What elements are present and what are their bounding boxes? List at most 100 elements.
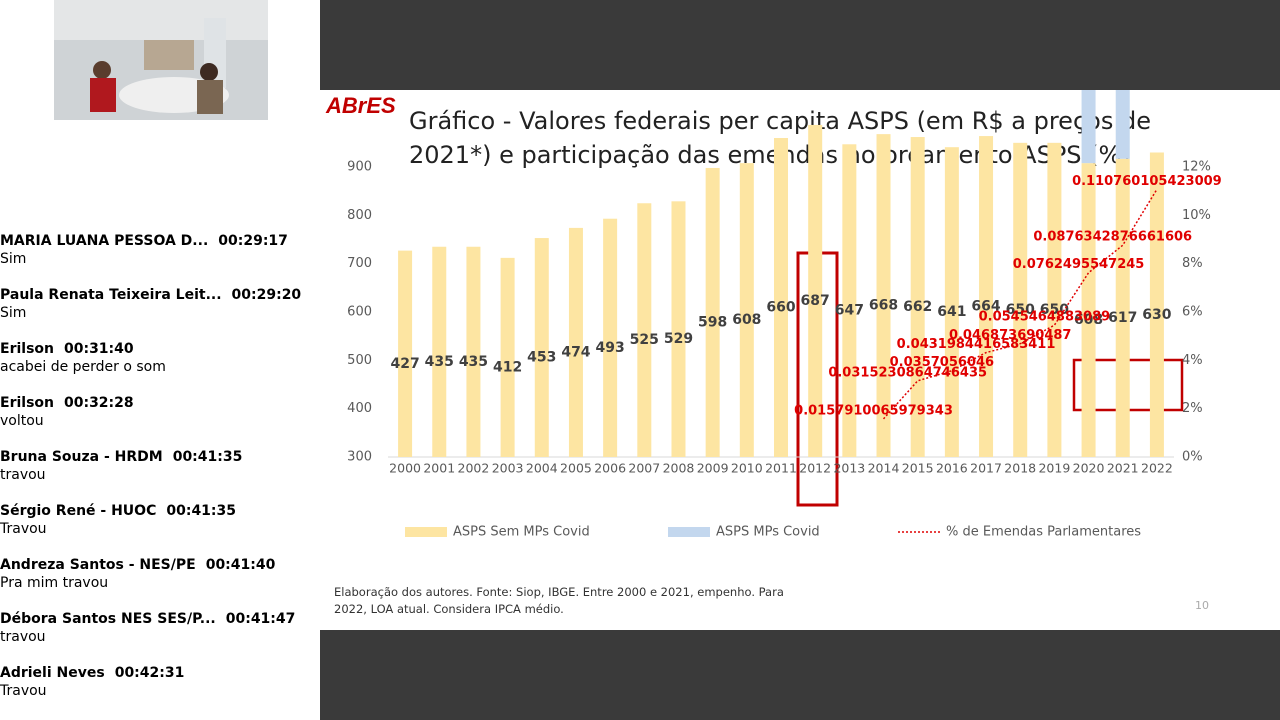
x-tick-label: 2009	[697, 461, 729, 476]
data-label: 641	[937, 304, 966, 320]
legend-label: % de Emendas Parlamentares	[946, 525, 1141, 540]
bar	[910, 137, 925, 457]
x-tick-label: 2013	[833, 461, 865, 476]
data-label: 650	[1006, 302, 1035, 318]
bar	[398, 250, 413, 457]
x-tick-label: 2005	[560, 461, 592, 476]
bar	[774, 138, 788, 457]
chat-header: Erilson 00:31:40	[0, 341, 320, 357]
bar	[1081, 163, 1096, 457]
x-tick-label: 2014	[868, 461, 900, 476]
y-tick-label: 400	[347, 401, 372, 416]
x-tick-label: 2021	[1107, 461, 1139, 476]
message-text: Travou	[0, 683, 47, 699]
footnote: Elaboração dos autores. Fonte: Siop, IBG…	[334, 585, 784, 616]
x-tick-label: 2002	[458, 461, 490, 476]
data-label: 598	[698, 314, 727, 330]
y2-tick-label: 6%	[1182, 305, 1203, 320]
chat-header: Débora Santos NES SES/P... 00:41:47	[0, 611, 320, 627]
x-tick-label: 2011	[765, 461, 797, 476]
chart: 300 400 500 600 700 800 900 0% 2% 4% 6% 8% 10% 12% 200…	[347, 90, 1222, 540]
bar	[432, 246, 447, 457]
bar	[500, 257, 515, 457]
data-label: 608	[732, 312, 761, 328]
data-label: 660	[766, 300, 795, 316]
bar	[979, 136, 994, 458]
y-tick-label: 300	[347, 450, 372, 465]
chat-message: Débora Santos NES SES/P... 00:41:47 travou	[0, 611, 320, 645]
sender-name: Adrieli Neves	[0, 665, 105, 681]
x-tick-label: 2020	[1073, 461, 1105, 476]
data-label: 453	[527, 350, 556, 366]
legend-label: ASPS MPs Covid	[716, 525, 820, 540]
x-tick-label: 2003	[492, 461, 524, 476]
x-tick-label: 2004	[526, 461, 558, 476]
data-label: 0.0357056046	[890, 355, 994, 370]
legend-swatch	[405, 527, 447, 537]
bottom-bar	[320, 630, 1280, 720]
sender-name: Erilson	[0, 395, 54, 411]
y2-tick-label: 8%	[1182, 256, 1203, 271]
bar	[808, 124, 823, 457]
x-tick-label: 2018	[1004, 461, 1036, 476]
bar	[876, 134, 891, 457]
x-tick-label: 2017	[970, 461, 1002, 476]
bar	[671, 201, 686, 457]
x-tick-label: 2001	[423, 461, 455, 476]
y-tick-label: 600	[347, 305, 372, 320]
line	[882, 188, 1158, 420]
data-label: 0.0762495547245	[1013, 257, 1145, 272]
y-tick-label: 700	[347, 256, 372, 271]
timestamp: 00:31:40	[63, 341, 134, 357]
message-text: acabei de perder o som	[0, 359, 166, 375]
data-label: 608	[1074, 312, 1103, 328]
bar	[705, 167, 720, 457]
bar	[739, 163, 754, 457]
x-tick-label: 2012	[799, 461, 831, 476]
chat-header: Sérgio René - HUOC 00:41:35	[0, 503, 320, 519]
chat-header: Adrieli Neves 00:42:31	[0, 665, 320, 681]
chat-message: Sérgio René - HUOC 00:41:35 Travou	[0, 503, 320, 537]
message-text: Pra mim travou	[0, 575, 109, 591]
timestamp: 00:29:20	[231, 287, 302, 303]
x-tick-label: 2010	[731, 461, 763, 476]
timestamp: 00:41:40	[205, 557, 276, 573]
bar	[1081, 90, 1096, 164]
data-label: 0.0545464883089	[979, 310, 1111, 325]
sender-name: Andreza Santos - NES/PE	[0, 557, 196, 573]
x-tick-label: 2016	[936, 461, 968, 476]
logo: ABrES	[326, 93, 396, 118]
x-tick-label: 2000	[389, 461, 421, 476]
chat-message: MARIA LUANA PESSOA D... 00:29:17 Sim	[0, 233, 320, 267]
y2-tick-label: 0%	[1182, 450, 1203, 465]
chat-message: Erilson 00:31:40 acabei de perder o som	[0, 341, 320, 375]
message-text: travou	[0, 467, 46, 483]
sender-name: Paula Renata Teixeira Leit...	[0, 287, 222, 303]
message-text: Travou	[0, 521, 47, 537]
legend-label: ASPS Sem MPs Covid	[453, 525, 590, 540]
video-thumbnail	[54, 0, 268, 120]
chat-message: Erilson 00:32:28 voltou	[0, 395, 320, 429]
data-label: 0.0431984416583411	[897, 337, 1056, 352]
y-tick-label: 500	[347, 353, 372, 368]
bar	[1115, 90, 1130, 159]
x-tick-label: 2007	[628, 461, 660, 476]
timestamp: 00:32:28	[63, 395, 134, 411]
y2-tick-label: 4%	[1182, 353, 1203, 368]
chat-header: Erilson 00:32:28	[0, 395, 320, 411]
bar	[1149, 152, 1164, 457]
bar	[637, 203, 652, 457]
data-label: 0.110760105423009	[1072, 174, 1222, 189]
data-label: 668	[869, 298, 898, 314]
data-label: 529	[664, 331, 693, 347]
sender-name: MARIA LUANA PESSOA D...	[0, 233, 209, 249]
timestamp: 00:41:35	[166, 503, 237, 519]
data-label: 662	[903, 299, 932, 315]
sender-name: Sérgio René - HUOC	[0, 503, 157, 519]
message-text: travou	[0, 629, 46, 645]
timestamp: 00:29:17	[218, 233, 288, 249]
x-tick-label: 2019	[1038, 461, 1070, 476]
bar	[1115, 158, 1130, 457]
x-tick-label: 2015	[902, 461, 934, 476]
